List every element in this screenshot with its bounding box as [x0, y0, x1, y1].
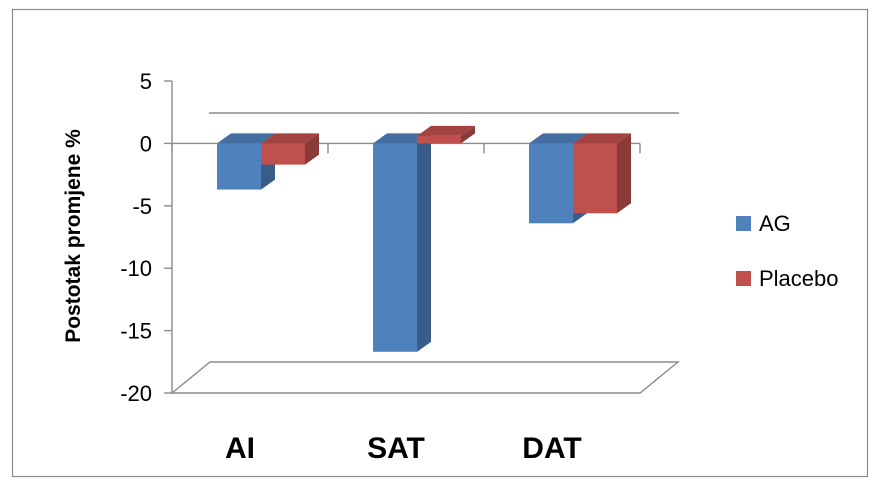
y-tick-label: 5 — [140, 69, 152, 94]
bar — [217, 143, 261, 190]
bar-top — [573, 133, 631, 144]
chart-border — [11, 8, 869, 478]
bar — [373, 143, 417, 352]
bar — [261, 143, 305, 165]
bar — [417, 135, 461, 144]
chart-floor — [170, 361, 680, 394]
bar-top — [373, 133, 431, 144]
bar-top — [217, 133, 275, 144]
bar-side — [305, 133, 319, 165]
legend-swatch — [736, 216, 751, 231]
bar-top — [529, 133, 587, 144]
bar-top — [417, 125, 475, 136]
bars — [217, 125, 631, 352]
y-tick-label: -5 — [132, 194, 152, 219]
legend: AG Placebo — [736, 211, 839, 291]
bar-top — [261, 133, 319, 144]
legend-label: AG — [759, 211, 791, 236]
category-label: AI — [225, 432, 255, 465]
y-tick-label: -15 — [120, 319, 152, 344]
y-tick-label: -20 — [120, 381, 152, 406]
category-label: DAT — [522, 432, 581, 465]
bar — [529, 143, 573, 224]
category-label: SAT — [367, 432, 425, 465]
y-tick-label: -10 — [120, 256, 152, 281]
y-tick-label: 0 — [140, 131, 152, 156]
bar-side — [617, 133, 631, 214]
bar — [573, 143, 617, 214]
axes: 5 0 -5 -10 -15 -20 AI SAT DAT — [120, 69, 680, 465]
y-axis-label: Postotak promjene % — [62, 129, 85, 343]
legend-swatch — [736, 271, 751, 286]
bar-side — [461, 125, 475, 144]
bar-side — [417, 133, 431, 352]
legend-label: Placebo — [759, 266, 839, 291]
